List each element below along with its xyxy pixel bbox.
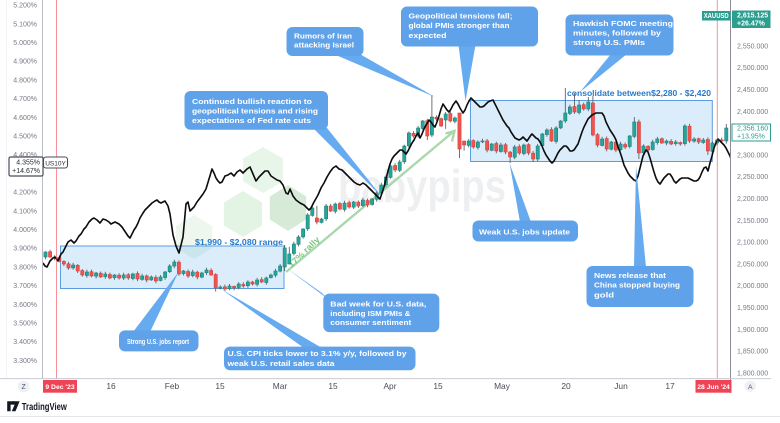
svg-text:attacking Israel: attacking Israel [294, 41, 354, 50]
svg-text:2,400.000: 2,400.000 [737, 109, 768, 116]
svg-text:including ISM PMIs &: including ISM PMIs & [330, 309, 410, 318]
svg-text:geopolitical tensions and risi: geopolitical tensions and rising [192, 106, 318, 115]
svg-text:expected: expected [409, 31, 447, 40]
svg-text:Mar: Mar [273, 381, 288, 391]
svg-text:4.355%: 4.355% [16, 160, 40, 167]
svg-text:2,050.000: 2,050.000 [737, 261, 768, 268]
svg-text:2,300.000: 2,300.000 [737, 152, 768, 159]
svg-text:4.800%: 4.800% [13, 77, 37, 84]
svg-text:3.300%: 3.300% [13, 358, 37, 365]
svg-text:4.900%: 4.900% [13, 59, 37, 66]
svg-text:May: May [494, 381, 511, 391]
svg-text:3.500%: 3.500% [13, 321, 37, 328]
svg-text:2,615.125: 2,615.125 [737, 13, 768, 20]
svg-text:Hawkish FOMC meeting: Hawkish FOMC meeting [573, 19, 673, 28]
svg-text:3.400%: 3.400% [13, 339, 37, 346]
svg-text:16: 16 [106, 381, 116, 391]
svg-text:XAUUSD: XAUUSD [704, 13, 729, 20]
svg-text:9 Dec '23: 9 Dec '23 [45, 384, 74, 391]
svg-text:15: 15 [433, 381, 443, 391]
svg-text:Apr: Apr [383, 381, 396, 391]
svg-text:Strong U.S. jobs report: Strong U.S. jobs report [127, 337, 189, 346]
svg-text:4.200%: 4.200% [13, 190, 37, 197]
svg-text:TradingView: TradingView [22, 402, 67, 413]
svg-text:global PMIs stronger than: global PMIs stronger than [409, 21, 510, 30]
svg-text:Bad week for U.S. data,: Bad week for U.S. data, [330, 299, 426, 308]
svg-text:2,356.160: 2,356.160 [737, 125, 768, 132]
svg-text:Rumors of Iran: Rumors of Iran [294, 32, 352, 41]
svg-text:1,950.000: 1,950.000 [737, 305, 768, 312]
svg-text:+13.95%: +13.95% [737, 133, 765, 140]
svg-text:Jun: Jun [614, 381, 628, 391]
svg-text:Z: Z [22, 384, 27, 391]
svg-text:2,550.000: 2,550.000 [737, 43, 768, 50]
svg-text:2,000.000: 2,000.000 [737, 283, 768, 290]
svg-text:15: 15 [215, 381, 225, 391]
svg-text:News release that: News release that [594, 271, 667, 280]
svg-text:2,150.000: 2,150.000 [737, 218, 768, 225]
svg-text:+26.47%: +26.47% [737, 21, 766, 28]
svg-text:1,800.000: 1,800.000 [737, 370, 768, 377]
svg-text:+14.67%: +14.67% [12, 168, 40, 175]
svg-text:China stopped buying: China stopped buying [594, 281, 680, 290]
svg-text:4.000%: 4.000% [13, 227, 37, 234]
svg-text:expectations of Fed rate cuts: expectations of Fed rate cuts [192, 116, 311, 125]
svg-text:weak U.S. retail sales data: weak U.S. retail sales data [226, 359, 335, 368]
svg-text:$1,990 - $2,080 range: $1,990 - $2,080 range [195, 237, 283, 247]
svg-text:minutes, followed by: minutes, followed by [573, 28, 661, 37]
svg-text:Geopolitical tensions fall;: Geopolitical tensions fall; [409, 12, 513, 21]
svg-text:17: 17 [665, 381, 675, 391]
svg-text:4.400%: 4.400% [13, 152, 37, 159]
svg-text:5.100%: 5.100% [13, 21, 37, 28]
svg-text:5.000%: 5.000% [13, 40, 37, 47]
svg-text:strong U.S. PMIs: strong U.S. PMIs [573, 38, 645, 47]
svg-text:2,250.000: 2,250.000 [737, 174, 768, 181]
svg-text:3.600%: 3.600% [13, 302, 37, 309]
svg-text:A: A [748, 384, 753, 391]
svg-text:3.900%: 3.900% [13, 246, 37, 253]
svg-text:5.200%: 5.200% [13, 3, 37, 10]
svg-text:US10Y: US10Y [45, 160, 66, 167]
svg-text:Weak U.S. jobs update: Weak U.S. jobs update [479, 228, 570, 237]
svg-text:gold: gold [594, 290, 614, 299]
svg-text:Feb: Feb [165, 381, 180, 391]
svg-text:2,100.000: 2,100.000 [737, 240, 768, 247]
svg-text:4.100%: 4.100% [13, 208, 37, 215]
svg-text:1,900.000: 1,900.000 [737, 327, 768, 334]
svg-text:20: 20 [561, 381, 571, 391]
svg-text:2,450.000: 2,450.000 [737, 87, 768, 94]
svg-text:3.800%: 3.800% [13, 264, 37, 271]
svg-text:consolidate between$2,280 - $2: consolidate between$2,280 - $2,420 [567, 88, 711, 98]
svg-text:4.700%: 4.700% [13, 96, 37, 103]
svg-text:15: 15 [328, 381, 338, 391]
svg-text:U.S. CPI ticks lower to 3.1%: U.S. CPI ticks lower to 3.1% y/y, follow… [228, 349, 407, 358]
svg-text:3.700%: 3.700% [13, 283, 37, 290]
svg-text:4.500%: 4.500% [13, 134, 37, 141]
svg-text:Continued bullish reaction to: Continued bullish reaction to [192, 97, 313, 106]
svg-text:28 Jun '24: 28 Jun '24 [697, 384, 730, 391]
svg-text:2,500.000: 2,500.000 [737, 65, 768, 72]
svg-text:consumer sentiment: consumer sentiment [330, 318, 412, 327]
svg-text:4.600%: 4.600% [13, 115, 37, 122]
svg-text:2,200.000: 2,200.000 [737, 196, 768, 203]
svg-text:1,850.000: 1,850.000 [737, 349, 768, 356]
